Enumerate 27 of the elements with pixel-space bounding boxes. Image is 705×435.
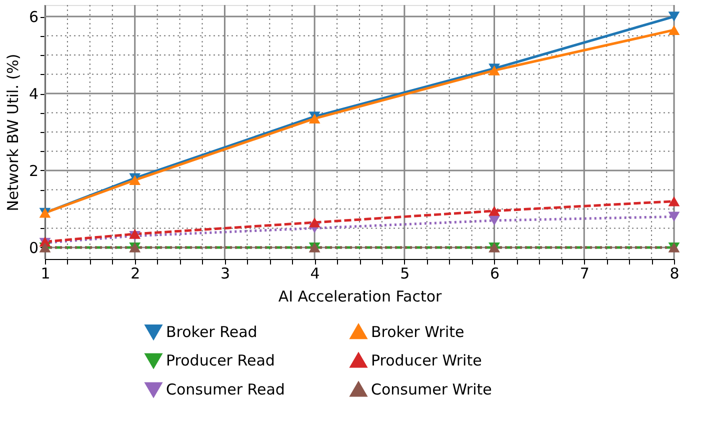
legend-label: Consumer Write xyxy=(371,380,492,398)
x-tick-label: 6 xyxy=(490,264,500,282)
point xyxy=(488,216,500,226)
x-tick-label: 5 xyxy=(400,264,410,282)
point xyxy=(668,196,680,206)
point xyxy=(668,12,680,22)
x-tick-label: 7 xyxy=(580,264,590,282)
legend-label: Producer Read xyxy=(166,352,275,370)
y-tick-label: 2 xyxy=(28,162,38,180)
point xyxy=(668,212,680,222)
y-axis-title: Network BW Util. (%) xyxy=(4,54,22,212)
point xyxy=(668,25,680,35)
legend-label: Consumer Read xyxy=(166,380,285,398)
legend-label: Producer Write xyxy=(371,352,482,370)
x-tick-label: 8 xyxy=(670,264,680,282)
legend-label: Broker Read xyxy=(166,322,258,341)
x-tick-label: 1 xyxy=(40,264,50,282)
y-tick-label: 6 xyxy=(28,8,38,26)
point xyxy=(488,206,500,216)
x-tick-label: 4 xyxy=(310,264,320,282)
x-tick-label: 3 xyxy=(220,264,230,282)
y-tick-label: 0 xyxy=(28,238,38,257)
x-axis-title: AI Acceleration Factor xyxy=(278,288,442,306)
point xyxy=(308,218,320,228)
legend-label: Broker Write xyxy=(371,322,464,341)
x-tick-label: 2 xyxy=(130,264,140,282)
y-tick-label: 4 xyxy=(28,85,38,104)
